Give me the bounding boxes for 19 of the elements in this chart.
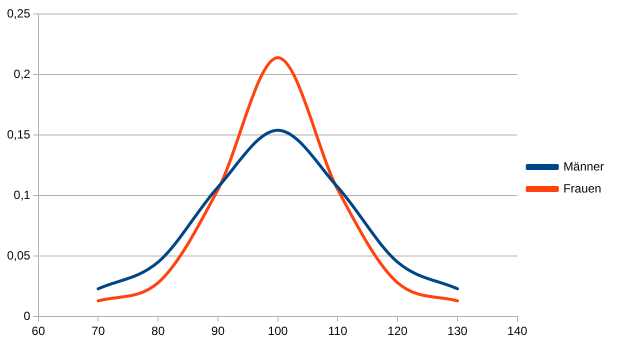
x-tick-label: 130 bbox=[447, 324, 468, 338]
legend-label: Männer bbox=[563, 159, 604, 174]
y-tick-label: 0,25 bbox=[6, 6, 31, 20]
y-tick-label: 0,15 bbox=[6, 127, 31, 142]
x-tick-label: 140 bbox=[507, 324, 528, 338]
x-tick-label: 110 bbox=[328, 324, 348, 338]
x-tick-label: 80 bbox=[151, 324, 166, 338]
x-tick-label: 100 bbox=[268, 324, 288, 338]
x-tick-label: 70 bbox=[92, 324, 106, 338]
y-tick-label: 0,05 bbox=[6, 248, 31, 262]
line-series bbox=[96, 128, 459, 290]
x-tick-label: 90 bbox=[211, 324, 225, 338]
line-series bbox=[96, 56, 459, 302]
x-tick-label: 60 bbox=[32, 324, 46, 338]
y-tick-label: 0 bbox=[24, 308, 31, 323]
y-tick-label: 0,1 bbox=[14, 188, 31, 202]
y-tick-label: 0,2 bbox=[14, 66, 31, 81]
x-tick-label: 120 bbox=[388, 324, 408, 338]
legend-label: Frauen bbox=[563, 181, 602, 196]
